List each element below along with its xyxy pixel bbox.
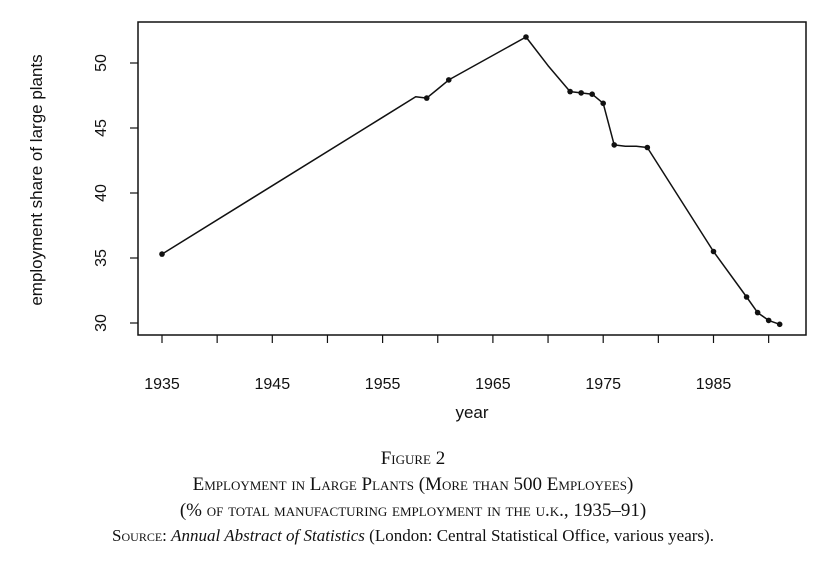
y-tick-label: 35 — [93, 249, 110, 267]
series-layer — [159, 34, 783, 328]
data-point — [600, 100, 606, 107]
plot-frame — [137, 21, 807, 336]
source-label: Source: — [112, 526, 167, 545]
x-axis-title: year — [455, 403, 488, 422]
data-point — [743, 294, 750, 300]
source-publication-title: Annual Abstract of Statistics — [171, 526, 365, 545]
data-point — [578, 90, 584, 96]
data-point — [765, 317, 772, 324]
x-tick-label: 1945 — [255, 376, 291, 393]
data-point — [445, 77, 452, 83]
x-axis: 1935 1945 1955 1965 1975 1985 — [144, 335, 770, 393]
data-point — [710, 248, 717, 255]
source-details: (London: Central Statistical Office, var… — [364, 526, 714, 545]
figure-label: Figure 2 — [380, 448, 446, 469]
data-point — [754, 309, 761, 316]
x-tick-label: 1975 — [585, 376, 621, 393]
series-line — [161, 36, 780, 326]
y-tick-label: 50 — [93, 54, 110, 72]
x-tick-label: 1965 — [475, 376, 511, 393]
data-point — [567, 88, 573, 95]
data-point — [644, 144, 651, 151]
y-tick-label: 30 — [93, 314, 110, 332]
line-chart: 1935 1945 1955 1965 1975 1985 30 35 40 45 50 year… — [27, 21, 807, 422]
data-point — [589, 91, 595, 97]
data-point — [523, 34, 529, 40]
figure-subtitle: (% of total manufacturing employment in … — [179, 500, 647, 521]
data-point — [611, 142, 618, 148]
y-tick-label: 45 — [93, 119, 110, 137]
x-tick-label: 1935 — [144, 376, 180, 393]
y-axis: 30 35 40 45 50 — [93, 54, 138, 332]
data-point — [776, 321, 783, 328]
y-axis-title: employment share of large plants — [27, 54, 46, 305]
figure-source: Source: Annual Abstract of Statistics (L… — [0, 526, 826, 546]
x-tick-label: 1985 — [696, 376, 732, 393]
x-tick-label: 1955 — [365, 376, 401, 393]
y-tick-label: 40 — [93, 184, 110, 202]
figure-title: Employment in Large Plants (More than 50… — [192, 474, 634, 495]
data-point — [159, 251, 165, 257]
data-point — [423, 95, 430, 101]
